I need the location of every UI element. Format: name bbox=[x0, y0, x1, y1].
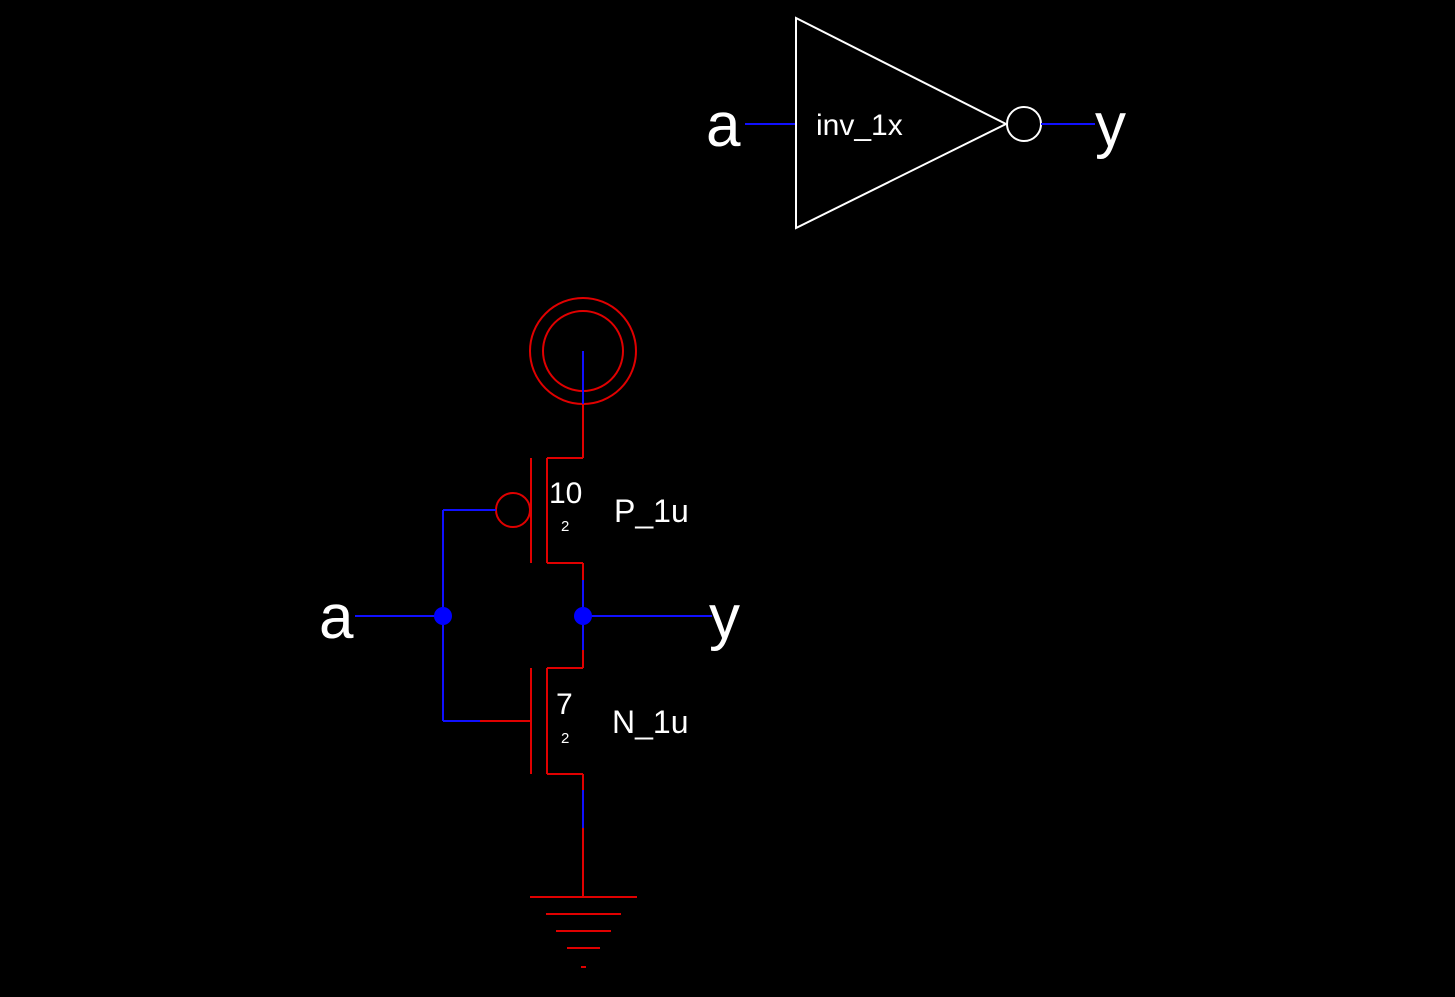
ground-symbol[interactable] bbox=[530, 790, 637, 968]
nmos-length: 2 bbox=[561, 730, 569, 747]
vdd-supply[interactable] bbox=[529, 297, 637, 440]
symbol-input-pin-label: a bbox=[706, 91, 741, 160]
net-wiring bbox=[355, 509, 712, 722]
pmos-model: P_1u bbox=[614, 493, 689, 529]
pmos-width: 10 bbox=[549, 477, 582, 510]
nmos-model: N_1u bbox=[612, 704, 689, 740]
transistor-schematic: 10 2 P_1u 7 2 N_1u bbox=[319, 297, 740, 968]
output-junction-dot bbox=[574, 607, 592, 625]
inverter-triangle-icon bbox=[795, 16, 1009, 230]
nmos-transistor[interactable]: 7 2 N_1u bbox=[480, 650, 689, 790]
pmos-length: 2 bbox=[561, 518, 569, 535]
inverter-symbol[interactable]: inv_1x a y bbox=[706, 16, 1126, 230]
input-net-label: a bbox=[319, 583, 354, 652]
pmos-transistor[interactable]: 10 2 P_1u bbox=[495, 440, 689, 580]
symbol-cell-name: inv_1x bbox=[816, 109, 903, 142]
inversion-bubble-icon bbox=[1006, 106, 1042, 142]
output-net-label: y bbox=[709, 583, 740, 652]
input-junction-dot bbox=[434, 607, 452, 625]
symbol-output-pin-label: y bbox=[1095, 91, 1126, 160]
pmos-gate-bubble-icon bbox=[495, 492, 531, 528]
nmos-width: 7 bbox=[556, 688, 573, 721]
